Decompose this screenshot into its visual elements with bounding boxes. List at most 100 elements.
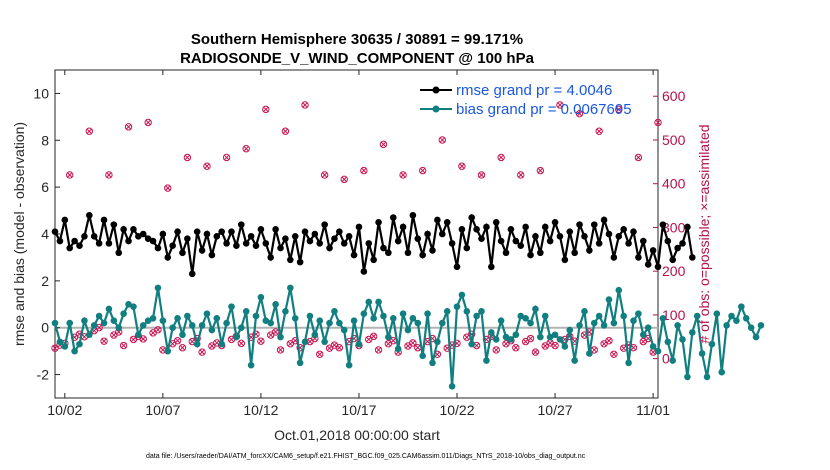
count-assimilated-marker	[415, 345, 421, 351]
bias-point	[453, 303, 461, 310]
bias-point	[306, 312, 314, 320]
x-tick-label: 10/07	[145, 402, 180, 418]
rmse-point	[262, 240, 270, 247]
bias-point	[419, 352, 426, 360]
bias-point	[95, 312, 103, 320]
rmse-point	[174, 228, 181, 235]
bias-point	[370, 315, 377, 322]
count-possible-marker	[85, 127, 94, 135]
rmse-point	[502, 249, 510, 257]
bias-point	[355, 340, 363, 348]
count-possible-marker	[124, 123, 133, 131]
count-assimilated-marker	[336, 345, 342, 351]
y-right-tick-label: 200	[662, 263, 686, 279]
count-assimilated-marker	[557, 102, 563, 108]
count-possible-marker	[242, 145, 250, 153]
count-possible-marker	[105, 171, 113, 179]
count-assimilated-marker	[165, 185, 171, 191]
bias-point	[404, 326, 412, 334]
bias-point	[752, 333, 760, 341]
count-assimilated-marker	[86, 128, 92, 134]
x-tick-label: 10/12	[243, 402, 278, 418]
rmse-point	[561, 256, 569, 264]
bias-point	[399, 310, 407, 317]
rmse-point	[71, 237, 78, 245]
rmse-point	[370, 256, 377, 264]
count-assimilated-marker	[277, 347, 284, 353]
bias-point	[443, 308, 451, 315]
bias-point	[649, 343, 657, 350]
count-assimilated-marker	[67, 172, 73, 178]
rmse-point	[350, 251, 358, 259]
bias-point	[713, 310, 721, 317]
bias-point	[331, 308, 338, 315]
count-possible-marker	[531, 348, 540, 356]
legend-bias-marker	[432, 105, 440, 113]
count-possible-marker	[526, 334, 535, 343]
bias-point	[321, 338, 328, 346]
rmse-point	[198, 247, 206, 254]
rmse-point	[287, 256, 294, 264]
rmse-point	[51, 228, 59, 235]
rmse-point	[438, 230, 446, 238]
bias-point	[110, 317, 118, 324]
rmse-point	[184, 235, 191, 242]
bias-point	[448, 382, 456, 390]
count-possible-marker	[164, 184, 172, 192]
bias-point	[287, 284, 294, 292]
bias-point	[326, 319, 333, 327]
legend: rmse grand pr = 4.0046 bias grand pr = 0…	[420, 82, 632, 118]
rmse-point	[424, 230, 431, 238]
count-assimilated-marker	[81, 334, 88, 340]
rmse-point	[56, 237, 64, 245]
bias-point	[71, 347, 78, 355]
count-possible-marker	[183, 153, 192, 162]
rmse-point	[277, 244, 284, 252]
bias-point	[742, 315, 750, 322]
rmse-point	[429, 247, 436, 254]
count-assimilated-marker	[317, 351, 323, 357]
rmse-point	[326, 244, 333, 252]
count-possible-marker	[654, 118, 662, 127]
bias-point	[144, 317, 152, 324]
rmse-point	[527, 251, 534, 259]
bias-point	[252, 312, 260, 320]
rmse-point	[81, 233, 88, 240]
y-left-tick-label: 2	[41, 273, 49, 289]
rmse-point	[478, 235, 485, 242]
bias-point	[86, 331, 93, 339]
bias-point	[507, 336, 515, 343]
x-tick-label: 11/01	[636, 402, 670, 418]
rmse-point	[488, 263, 495, 271]
rmse-point	[144, 235, 152, 242]
rmse-point	[321, 221, 328, 228]
rmse-point	[355, 223, 363, 231]
rmse-point	[188, 270, 196, 278]
rmse-point	[139, 230, 147, 238]
count-assimilated-marker	[140, 336, 146, 342]
bias-point	[434, 338, 441, 346]
bias-point	[282, 308, 289, 315]
count-possible-marker	[477, 171, 486, 179]
bias-point	[301, 338, 309, 346]
bias-point	[51, 319, 59, 327]
count-assimilated-marker	[160, 347, 166, 353]
bias-point	[76, 340, 83, 348]
count-assimilated-marker	[655, 119, 661, 126]
rmse-point	[639, 237, 647, 245]
bias-point	[193, 340, 201, 348]
rmse-point	[571, 249, 578, 257]
bias-point	[135, 331, 142, 339]
rmse-point	[473, 226, 480, 233]
bias-point	[438, 319, 446, 327]
rmse-point	[551, 218, 559, 226]
bias-point	[198, 322, 206, 329]
bias-point	[159, 317, 167, 324]
bias-point	[272, 300, 279, 308]
bias-point	[620, 312, 627, 320]
data-file-footnote: data file: /Users/raeder/DAI/ATM_forcXX/…	[146, 453, 586, 460]
count-assimilated-marker	[650, 349, 656, 355]
y-left-tick-label: 10	[33, 85, 49, 101]
bias-point	[488, 329, 495, 336]
